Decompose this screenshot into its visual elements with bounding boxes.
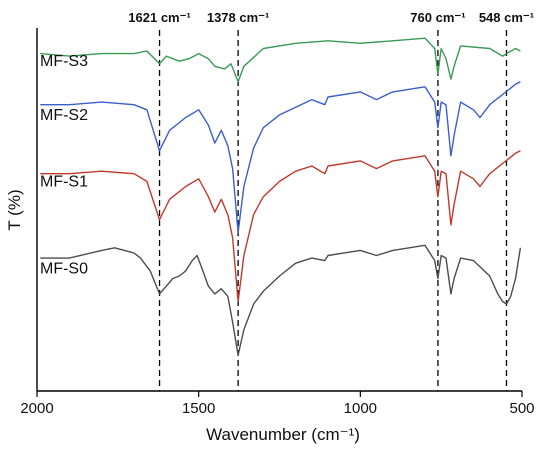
x-tick-label: 500 bbox=[509, 400, 534, 417]
x-tick-label: 1500 bbox=[182, 400, 215, 417]
series-line-mf-s2 bbox=[40, 81, 521, 234]
reference-line-label: 760 cm⁻¹ bbox=[410, 10, 465, 25]
series-line-mf-s3 bbox=[40, 37, 521, 83]
series-label-mf-s0: MF-S0 bbox=[40, 260, 88, 277]
spectra: MF-S3 MF-S2 MF-S1 MF-S0 bbox=[40, 37, 522, 356]
series-label-mf-s1: MF-S1 bbox=[40, 173, 88, 190]
reference-line-label: 1378 cm⁻¹ bbox=[207, 10, 270, 25]
reference-line-label: 1621 cm⁻¹ bbox=[128, 10, 191, 25]
x-axis-label: Wavenumber (cm⁻¹) bbox=[206, 425, 360, 444]
series-line-mf-s0 bbox=[40, 244, 522, 356]
reference-lines: 1621 cm⁻¹ 1378 cm⁻¹ 760 cm⁻¹ 548 cm⁻¹ bbox=[128, 10, 534, 391]
series-line-mf-s1 bbox=[40, 150, 521, 303]
x-tick-label: 1000 bbox=[344, 400, 377, 417]
axes bbox=[36, 28, 522, 392]
series-label-mf-s3: MF-S3 bbox=[40, 53, 88, 70]
series-label-mf-s2: MF-S2 bbox=[40, 107, 88, 124]
reference-line-label: 548 cm⁻¹ bbox=[479, 10, 534, 25]
x-tick-label: 2000 bbox=[20, 400, 53, 417]
y-axis-label: T (%) bbox=[5, 189, 24, 230]
x-ticks: 2000 1500 1000 500 bbox=[20, 391, 535, 417]
